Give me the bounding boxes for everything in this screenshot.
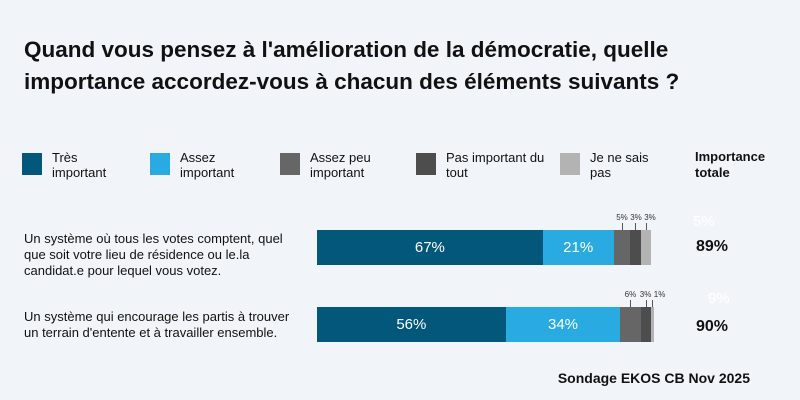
legend-label: Très important xyxy=(52,150,107,180)
legend-swatch xyxy=(560,153,580,175)
leader-line xyxy=(630,300,632,307)
bar-segment xyxy=(650,307,654,342)
data-label: 3% xyxy=(639,290,652,299)
legend-swatch xyxy=(22,153,42,175)
legend-item: Pas important du tout xyxy=(416,150,546,180)
chart-title: Quand vous pensez à l'amélioration de la… xyxy=(24,37,680,94)
bar-segment: 34% xyxy=(505,307,621,342)
leader-line xyxy=(645,300,647,307)
legend-label: Je ne sais pas xyxy=(590,150,649,180)
category-label: Un système qui encourage les partis à tr… xyxy=(24,309,290,340)
leader-line xyxy=(635,223,637,230)
ghost-label: 5% xyxy=(693,213,715,230)
legend-label: Pas important du tout xyxy=(446,150,545,180)
bar-segment xyxy=(620,307,641,342)
legend-label: Assez important xyxy=(180,150,235,180)
legend-swatch xyxy=(416,153,436,175)
data-label: 3% xyxy=(630,213,642,222)
bar-segment: 21% xyxy=(542,230,614,265)
total-header: Importance totale xyxy=(695,149,766,180)
legend-swatch xyxy=(280,153,300,175)
legend-label: Assez peu important xyxy=(310,150,371,180)
legend-item: Assez important xyxy=(150,150,260,180)
bar-segment xyxy=(640,230,651,265)
bar-segment: 56% xyxy=(317,307,506,342)
data-label: 3% xyxy=(644,213,656,222)
ghost-label: 9% xyxy=(708,290,730,307)
leader-line xyxy=(621,223,623,230)
data-label: 6% xyxy=(624,290,637,299)
bar-segment xyxy=(640,307,651,342)
legend-item: Très important xyxy=(22,150,132,180)
bar-segment: 67% xyxy=(317,230,543,265)
category-label: Un système où tous les votes comptent, q… xyxy=(24,231,283,278)
total-value: 89% xyxy=(696,238,729,255)
leader-line xyxy=(652,300,654,307)
bar-segment xyxy=(613,230,631,265)
source-note: Sondage EKOS CB Nov 2025 xyxy=(557,370,750,386)
legend-item: Assez peu important xyxy=(280,150,400,180)
total-value: 90% xyxy=(696,318,729,335)
data-label: 5% xyxy=(616,213,628,222)
bar-segment xyxy=(630,230,641,265)
legend-swatch xyxy=(150,153,170,175)
leader-line xyxy=(645,223,647,230)
legend-item: Je ne sais pas xyxy=(560,150,660,180)
data-label: 1% xyxy=(653,290,666,299)
